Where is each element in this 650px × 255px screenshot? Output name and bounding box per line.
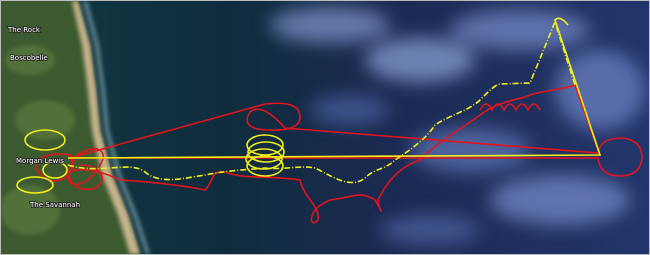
map: The Rock Boscobelle Morgan Lewis The Sav… (0, 0, 650, 255)
satellite-imagery (0, 1, 650, 255)
place-label: The Savannah (29, 201, 80, 209)
place-label: Boscobelle (10, 54, 48, 62)
place-label: The Rock (7, 26, 41, 34)
place-label: Morgan Lewis (16, 157, 64, 165)
